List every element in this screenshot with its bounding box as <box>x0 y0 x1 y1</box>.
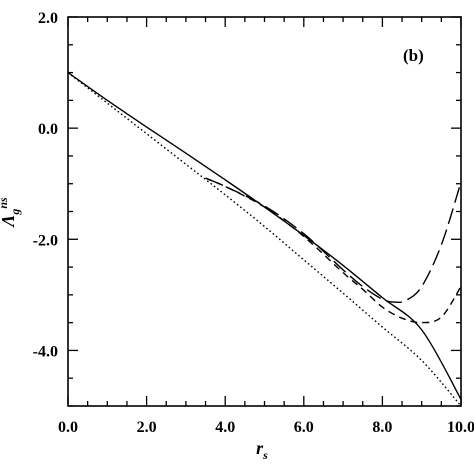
series-layer <box>67 71 462 407</box>
x-tick-label: 4.0 <box>215 419 235 436</box>
x-axis-label-main: r <box>256 438 264 458</box>
y-axis-label-main: Λ <box>0 215 18 229</box>
y-tick-label: 0.0 <box>38 121 58 138</box>
y-tick-label: -4.0 <box>33 343 58 360</box>
y-axis-label-superscript: ns <box>0 197 10 209</box>
y-axis-label-subscript: g <box>8 209 22 216</box>
plot-frame <box>67 16 462 407</box>
series-solid-line <box>67 71 462 400</box>
x-axis-label-subscript: s <box>262 448 268 462</box>
x-axis-label: rs <box>256 438 268 462</box>
x-tick-label: 0.0 <box>58 419 78 436</box>
x-tick-label: 10.0 <box>447 419 474 436</box>
x-tick-label: 2.0 <box>137 419 157 436</box>
y-tick-label: -2.0 <box>33 232 58 249</box>
y-tick-label: 2.0 <box>38 10 58 27</box>
series-long-dash-line <box>205 177 462 304</box>
x-tick-label: 8.0 <box>372 419 392 436</box>
series-short-dash-line <box>205 177 462 324</box>
x-tick-label: 6.0 <box>294 419 314 436</box>
tick-layer: 0.0 2.0 4.0 6.0 8.0 10.0 2.0 0.0 -2.0 -4.0 <box>33 10 474 436</box>
series-dotted-line <box>67 72 462 407</box>
panel-label: (b) <box>403 46 424 65</box>
y-axis-label-group: Λgns <box>0 197 22 229</box>
y-axis-label: Λgns <box>0 197 22 229</box>
